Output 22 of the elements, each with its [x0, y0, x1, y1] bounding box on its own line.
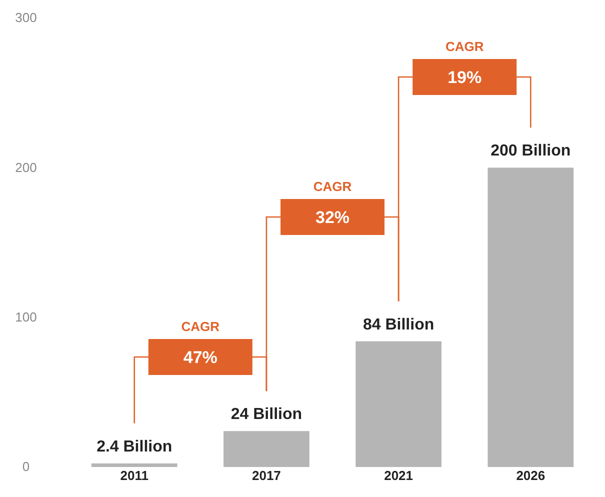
annotation: 19% — [448, 68, 482, 87]
x-tick-label: 2026 — [516, 468, 546, 483]
x-tick-label: 2011 — [120, 468, 148, 483]
annotation: 32% — [315, 208, 350, 227]
bar — [488, 168, 574, 467]
bar — [224, 431, 310, 467]
x-tick-label: 2021 — [384, 468, 414, 483]
annotation: CAGR — [313, 179, 352, 194]
bar — [356, 341, 442, 467]
data-label: 200 Billion — [490, 142, 571, 160]
annotation: CAGR — [181, 319, 220, 334]
annotation: 47% — [183, 348, 218, 367]
y-tick-label: 300 — [15, 10, 37, 26]
y-tick-label: 200 — [15, 160, 37, 175]
y-tick-label: 0 — [22, 459, 30, 474]
data-label: 24 Billion — [230, 406, 302, 424]
bar — [91, 463, 178, 467]
y-tick-label: 100 — [15, 309, 37, 324]
data-label: 2.4 Billion — [96, 438, 172, 456]
annotation: CAGR — [445, 39, 484, 54]
x-tick-label: 2017 — [252, 468, 281, 483]
data-label: 84 Billion — [362, 316, 434, 334]
